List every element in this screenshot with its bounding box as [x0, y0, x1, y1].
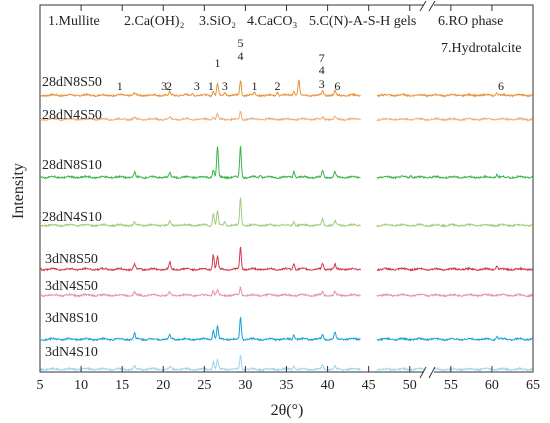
peak-label-1: 1 [117, 79, 123, 93]
series-line-28dn8s10-1 [39, 146, 361, 180]
series-line-3dn4s10-1 [39, 354, 361, 372]
peak-label-8: 5 [238, 36, 244, 50]
series-line-28dn4s50-1 [39, 110, 361, 123]
plot-frame [39, 4, 534, 373]
series-28dn4s50 [39, 110, 533, 123]
x-tick-label-50: 50 [403, 378, 417, 393]
series-line-28dn4s50-2 [376, 116, 533, 123]
peak-label-3: 2 [166, 79, 172, 93]
x-tick-label-40: 40 [321, 378, 335, 393]
x-tick-label-30: 30 [238, 378, 252, 393]
legend-item-mullite: 1.Mullite [48, 14, 100, 29]
sample-label-28dn4s50: 28dN4S50 [42, 108, 102, 123]
x-tick-label-45: 45 [362, 378, 376, 393]
x-tick-label-65: 65 [526, 378, 540, 393]
x-tick-label-25: 25 [197, 378, 211, 393]
peak-label-15: 6 [334, 79, 340, 93]
series-line-3dn8s10-1 [39, 315, 361, 342]
peak-label-6: 1 [215, 56, 221, 70]
legend-box: 1.Mullite 2.Ca(OH)₂ 3.SiO₂ 4.CaCO₃ 5.C(N… [48, 14, 521, 56]
series-line-28dn8s50-2 [376, 92, 534, 98]
legend-item-caoh2: 2.Ca(OH)₂ [124, 14, 185, 29]
axis-break-bottom [419, 366, 436, 379]
series-line-3dn8s50-2 [376, 265, 534, 272]
peak-label-5: 1 [208, 79, 214, 93]
series-line-28dn8s10-2 [376, 173, 533, 180]
peak-label-12: 7 [319, 51, 325, 65]
sample-label-3dn8s10: 3dN8S10 [45, 311, 98, 326]
legend-item-sio2: 3.SiO₂ [199, 14, 236, 29]
y-axis-label: Intensity [10, 163, 27, 219]
series-line-3dn8s10-2 [376, 335, 534, 342]
series-3dn4s10 [39, 354, 534, 372]
x-tick-label-10: 10 [74, 378, 88, 393]
peak-label-16: 6 [498, 79, 504, 93]
peak-label-10: 1 [252, 79, 258, 93]
peak-label-2: 3 [161, 79, 167, 93]
x-tick-label-5: 5 [37, 378, 44, 393]
series-3dn4s50 [39, 286, 533, 299]
x-axis-label: 2θ(°) [271, 402, 304, 419]
series-line-3dn8s50-1 [39, 246, 361, 272]
peak-label-9: 4 [238, 49, 244, 63]
series-3dn8s50 [39, 246, 534, 272]
series-line-3dn4s50-1 [39, 286, 361, 298]
sample-label-28dn8s10: 28dN8S10 [42, 158, 102, 173]
axis-break-top [419, 0, 436, 12]
peak-label-7: 3 [222, 79, 228, 93]
x-tick-label-15: 15 [115, 378, 129, 393]
series-line-28dn8s50-1 [40, 79, 361, 98]
sample-label-3dn8s50: 3dN8S50 [45, 252, 98, 267]
series-group [39, 79, 534, 372]
series-3dn8s10 [39, 315, 534, 342]
legend-item-caco3: 4.CaCO₃ [247, 14, 298, 29]
series-line-28dn4s10-1 [39, 196, 361, 228]
x-tick-label-55: 55 [444, 378, 458, 393]
peak-label-11: 2 [275, 79, 281, 93]
sample-label-3dn4s10: 3dN4S10 [45, 345, 98, 360]
series-28dn4s10 [39, 196, 534, 229]
sample-label-3dn4s50: 3dN4S50 [45, 279, 98, 294]
x-tick-label-60: 60 [485, 378, 499, 393]
peak-label-13: 4 [319, 63, 325, 77]
legend-item-hydrotalcite: 7.Hydrotalcite [441, 41, 521, 56]
series-line-3dn4s10-2 [376, 366, 534, 372]
sample-label-28dn4s10: 28dN4S10 [42, 210, 102, 225]
series-line-28dn4s10-2 [376, 222, 534, 229]
x-tick-group: 5 10 15 20 25 30 35 40 45 50 55 60 65 [37, 5, 540, 393]
series-28dn8s10 [39, 146, 533, 180]
legend-item-ro-phase: 6.RO phase [438, 14, 503, 29]
peak-label-14: 3 [319, 77, 325, 91]
x-tick-label-20: 20 [156, 378, 170, 393]
series-28dn8s50 [40, 79, 534, 98]
sample-label-28dn8s50: 28dN8S50 [42, 75, 102, 90]
peak-label-4: 3 [194, 79, 200, 93]
legend-item-cnash-gels: 5.C(N)-A-S-H gels [309, 14, 416, 29]
series-line-3dn4s50-2 [376, 292, 533, 299]
sample-label-group: 28dN8S50 28dN4S50 28dN8S10 28dN4S10 3dN8S50 3… [42, 75, 102, 360]
x-tick-label-35: 35 [280, 378, 294, 393]
